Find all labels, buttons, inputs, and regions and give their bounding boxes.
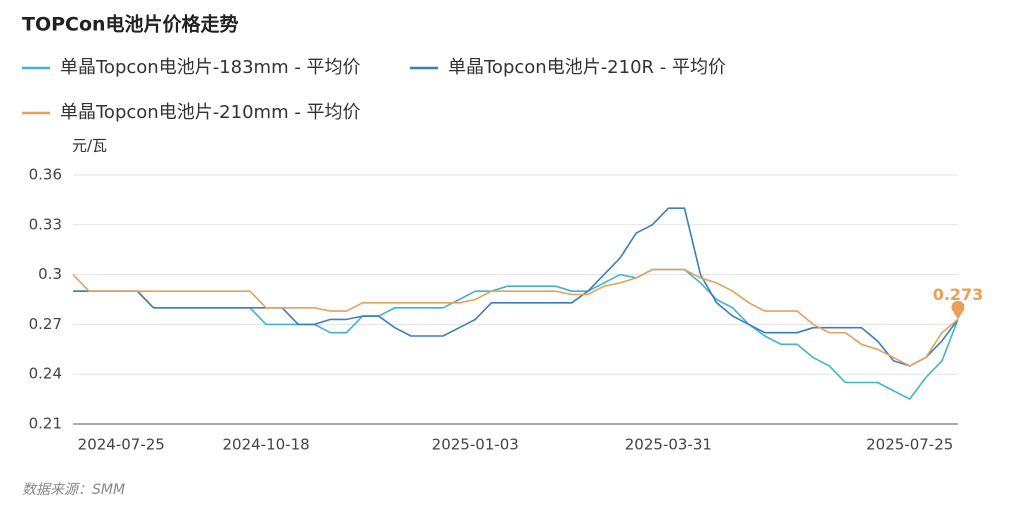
y-axis-unit: 元/瓦 <box>72 137 107 155</box>
endpoint-label: 0.273 <box>933 285 984 304</box>
y-tick-label: 0.33 <box>29 215 62 233</box>
x-tick-label: 2025-01-03 <box>432 436 519 454</box>
y-tick-label: 0.3 <box>38 265 62 283</box>
series-line <box>73 268 959 400</box>
x-tick-label: 2024-07-25 <box>78 436 165 454</box>
legend-label: 单晶Topcon电池片-183mm - 平均价 <box>60 57 361 78</box>
legend-label: 单晶Topcon电池片-210mm - 平均价 <box>60 102 361 123</box>
legend-label: 单晶Topcon电池片-210R - 平均价 <box>448 57 726 78</box>
x-tick-label: 2025-07-25 <box>866 436 953 454</box>
y-tick-label: 0.21 <box>29 415 62 433</box>
y-tick-label: 0.27 <box>29 315 62 333</box>
x-tick-label: 2024-10-18 <box>222 436 309 454</box>
endpoint-pin <box>951 300 965 320</box>
series-line <box>73 207 959 367</box>
series-line <box>72 268 959 367</box>
y-tick-label: 0.36 <box>29 166 62 184</box>
source-note: 数据来源：SMM <box>22 482 125 498</box>
y-tick-label: 0.24 <box>29 365 62 383</box>
chart-title: TOPCon电池片价格走势 <box>22 13 239 36</box>
x-tick-label: 2025-03-31 <box>625 436 712 454</box>
